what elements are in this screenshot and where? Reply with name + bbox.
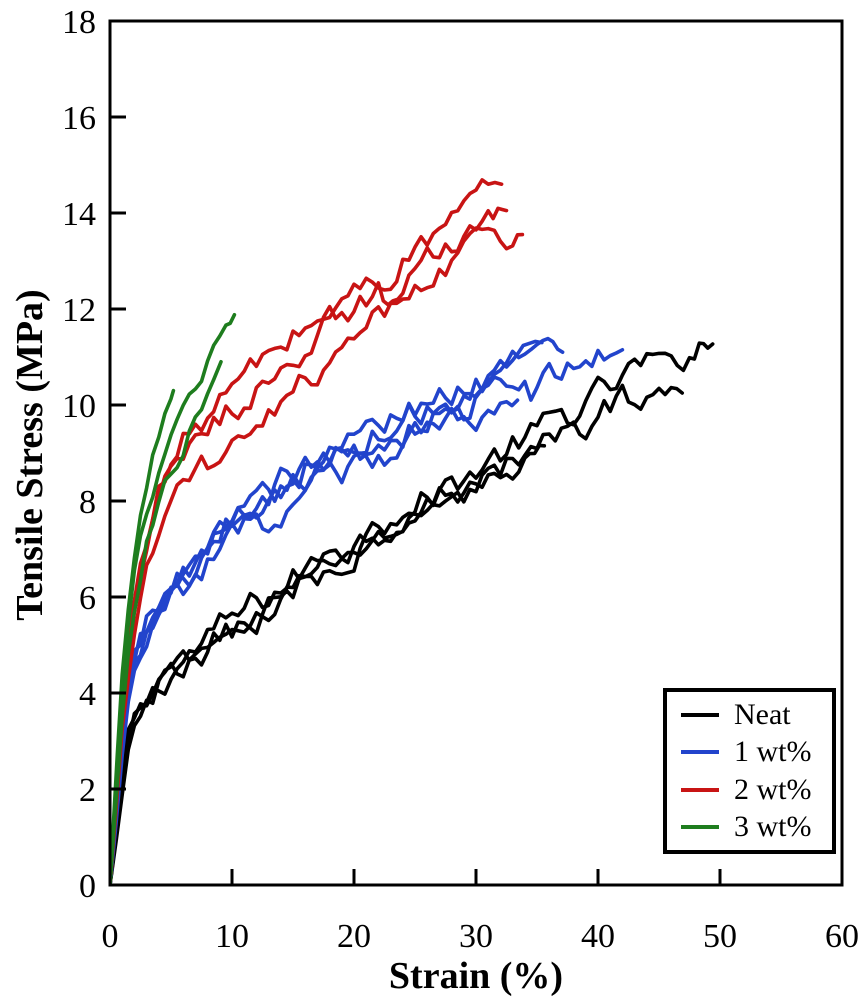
legend-item-2wt: 2 wt% xyxy=(681,772,832,806)
legend-item-3wt: 3 wt% xyxy=(681,812,832,842)
curve-2-wt--2 xyxy=(110,206,509,885)
legend-label-3wt: 3 wt% xyxy=(734,810,812,844)
curve-2-wt--3 xyxy=(110,226,525,885)
tick-layer xyxy=(108,19,844,887)
curve-3-wt--3 xyxy=(110,388,176,885)
legend-line-3wt xyxy=(681,825,719,830)
legend-line-2wt xyxy=(681,787,719,792)
x-tick-label: 50 xyxy=(703,918,737,955)
y-tick-label: 4 xyxy=(79,676,96,713)
y-tick-label: 2 xyxy=(79,772,96,809)
y-tick-label: 6 xyxy=(79,580,96,617)
curve-neat-1 xyxy=(110,341,715,885)
curve-1-wt--4 xyxy=(110,398,520,885)
tick-label-layer: 0 10 20 30 40 50 60 0 2 4 6 8 10 12 14 16 18 xyxy=(62,4,859,955)
y-tick-label: 18 xyxy=(62,4,96,41)
x-tick-label: 30 xyxy=(459,918,493,955)
x-tick-label: 60 xyxy=(825,918,859,955)
x-tick-label: 40 xyxy=(581,918,615,955)
x-axis-label: Strain (%) xyxy=(388,955,564,997)
legend-item-1wt: 1 wt% xyxy=(681,737,832,767)
y-tick-label: 8 xyxy=(79,484,96,521)
legend-label-neat: Neat xyxy=(734,697,791,731)
curve-3-wt--2 xyxy=(110,360,223,885)
y-tick-label: 10 xyxy=(62,388,96,425)
legend-label-2wt: 2 wt% xyxy=(734,772,812,806)
x-tick-label: 0 xyxy=(102,918,119,955)
legend-line-1wt xyxy=(681,750,719,755)
legend-line-neat xyxy=(681,712,719,717)
curve-1-wt--1 xyxy=(110,348,625,885)
curve-layer xyxy=(110,178,715,885)
legend: Neat 1 wt% 2 wt% 3 wt% xyxy=(663,688,836,854)
y-tick-label: 16 xyxy=(62,100,96,137)
y-tick-label: 14 xyxy=(62,196,96,233)
y-tick-label: 0 xyxy=(79,868,96,905)
y-tick-label: 12 xyxy=(62,292,96,329)
curve-neat-2 xyxy=(110,383,684,885)
curve-neat-3 xyxy=(110,443,547,885)
y-axis-label: Tensile Stress (MPa) xyxy=(9,289,51,621)
x-tick-label: 10 xyxy=(215,918,249,955)
curve-2-wt--1 xyxy=(110,178,504,885)
legend-item-neat: Neat xyxy=(681,697,832,731)
x-tick-label: 20 xyxy=(337,918,371,955)
legend-label-1wt: 1 wt% xyxy=(734,735,812,769)
